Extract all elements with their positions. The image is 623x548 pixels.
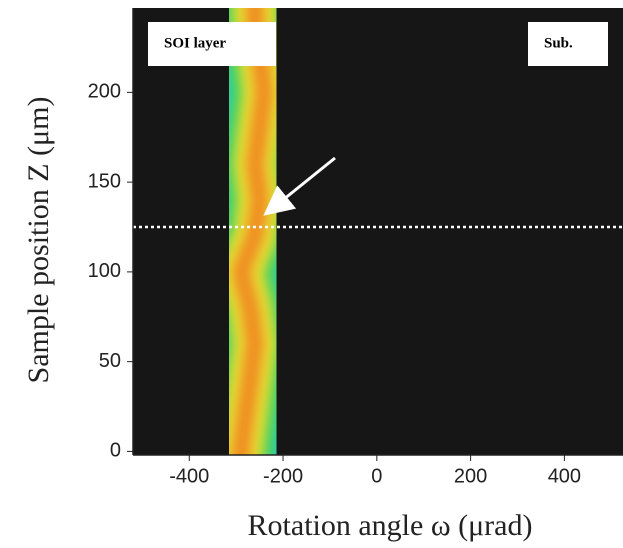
y-tick-label: 200 xyxy=(88,81,121,103)
x-tick-label: 400 xyxy=(548,465,581,487)
y-tick-label: 150 xyxy=(88,170,121,192)
ridge-band xyxy=(231,8,274,455)
series-label: SOI layer xyxy=(164,35,226,51)
label-box xyxy=(528,22,608,66)
y-axis-label: Sample position Z (μm) xyxy=(22,97,55,384)
y-tick-label: 50 xyxy=(99,350,121,372)
arrow xyxy=(263,156,336,216)
y-tick-label: 0 xyxy=(110,440,121,462)
y-tick-label: 100 xyxy=(88,260,121,282)
x-tick-label: -400 xyxy=(169,465,209,487)
x-tick-label: 200 xyxy=(454,465,487,487)
series-label: Sub. xyxy=(544,35,573,51)
x-axis-label: Rotation angle ω (μrad) xyxy=(248,509,533,542)
label-box xyxy=(148,22,276,66)
x-tick-label: 0 xyxy=(371,465,382,487)
x-tick-label: -200 xyxy=(263,465,303,487)
